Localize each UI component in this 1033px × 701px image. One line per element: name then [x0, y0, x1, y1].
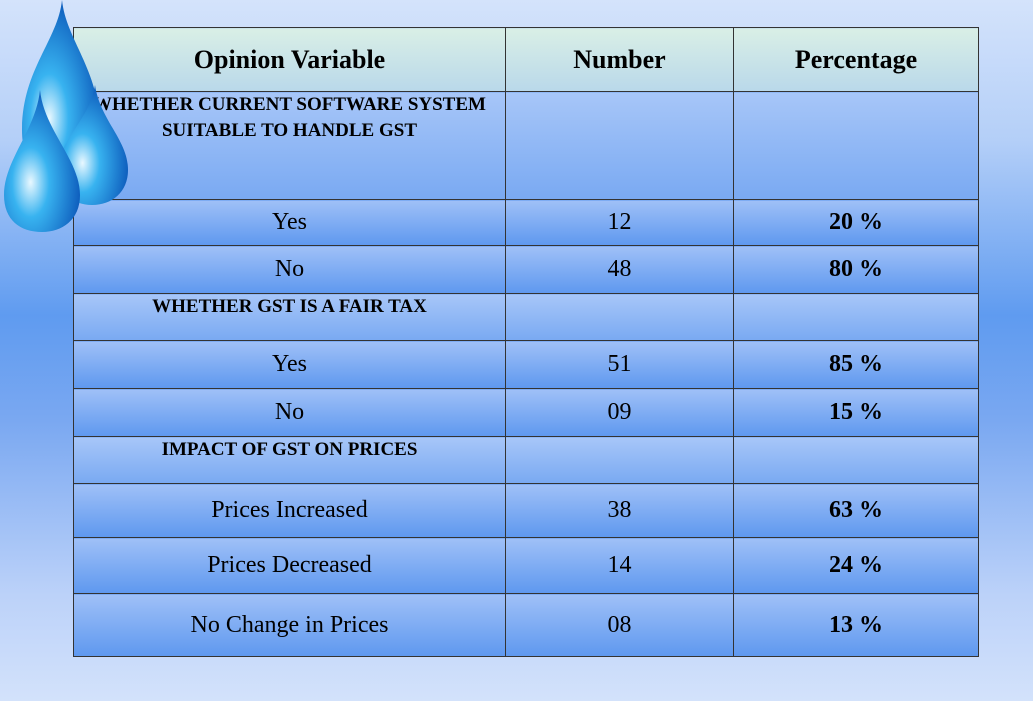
- count: 38: [506, 484, 734, 538]
- percentage: 20 %: [734, 200, 979, 246]
- section-title: WHETHER GST IS A FAIR TAX: [74, 294, 506, 341]
- percentage: 13 %: [734, 594, 979, 657]
- option-label: Yes: [74, 341, 506, 389]
- section-row: WHETHER CURRENT SOFTWARE SYSTEM SUITABLE…: [74, 92, 979, 200]
- section-row: WHETHER GST IS A FAIR TAX: [74, 294, 979, 341]
- count: 48: [506, 246, 734, 294]
- count: 08: [506, 594, 734, 657]
- percentage: 80 %: [734, 246, 979, 294]
- empty-cell: [734, 437, 979, 484]
- count: 51: [506, 341, 734, 389]
- option-label: Prices Decreased: [74, 538, 506, 594]
- percentage: 24 %: [734, 538, 979, 594]
- slide: Opinion VariableNumberPercentage WHETHER…: [0, 0, 1033, 701]
- count: 14: [506, 538, 734, 594]
- empty-cell: [506, 294, 734, 341]
- section-title: IMPACT OF GST ON PRICES: [74, 437, 506, 484]
- option-label: Prices Increased: [74, 484, 506, 538]
- column-header: Number: [506, 28, 734, 92]
- section-row: IMPACT OF GST ON PRICES: [74, 437, 979, 484]
- count: 09: [506, 389, 734, 437]
- percentage: 85 %: [734, 341, 979, 389]
- column-header: Percentage: [734, 28, 979, 92]
- percentage: 15 %: [734, 389, 979, 437]
- option-label: No: [74, 246, 506, 294]
- empty-cell: [506, 92, 734, 200]
- water-drops: [0, 0, 140, 240]
- percentage: 63 %: [734, 484, 979, 538]
- empty-cell: [734, 294, 979, 341]
- option-label: No: [74, 389, 506, 437]
- empty-cell: [734, 92, 979, 200]
- option-label: No Change in Prices: [74, 594, 506, 657]
- count: 12: [506, 200, 734, 246]
- empty-cell: [506, 437, 734, 484]
